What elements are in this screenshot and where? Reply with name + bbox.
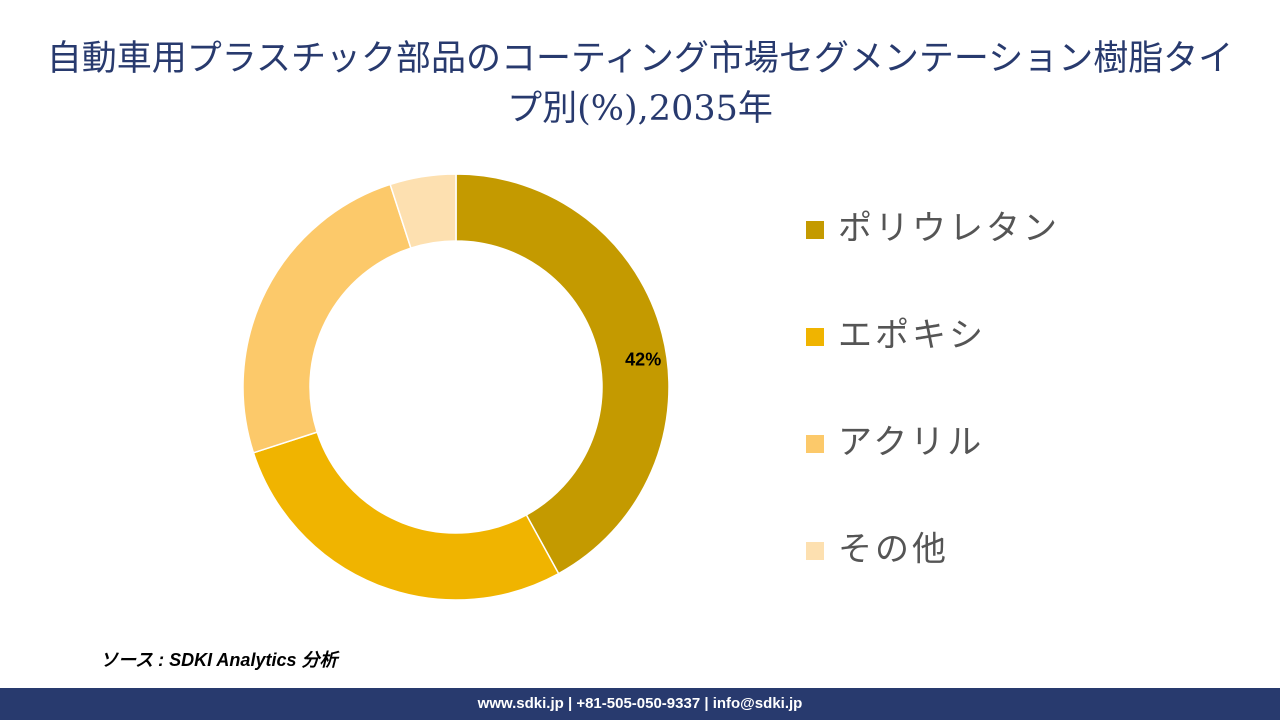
legend-swatch: [806, 221, 824, 239]
legend-label: その他: [838, 530, 949, 570]
data-label: 42%: [625, 350, 661, 370]
legend-swatch: [806, 542, 824, 560]
legend-swatch: [806, 328, 824, 346]
chart-title: 自動車用プラスチック部品のコーティング市場セグメンテーション樹脂タイプ別(%),…: [46, 39, 1234, 129]
contact: www.sdki.jp | +81-505-050-9337 | info@sd…: [477, 695, 803, 712]
donut-segment: [455, 173, 670, 575]
source-note: ソース : SDKI Analytics 分析: [100, 650, 338, 670]
legend-label: エポキシ: [838, 316, 986, 356]
legend-label: アクリル: [838, 423, 984, 463]
legend-swatch: [806, 435, 824, 453]
footer: www.sdki.jp | +81-505-050-9337 | info@sd…: [0, 688, 1280, 720]
legend-label: ポリウレタン: [838, 209, 1060, 249]
donut-segment: [242, 183, 412, 454]
donut-segment: [252, 431, 560, 601]
donut-segment: [389, 173, 457, 250]
